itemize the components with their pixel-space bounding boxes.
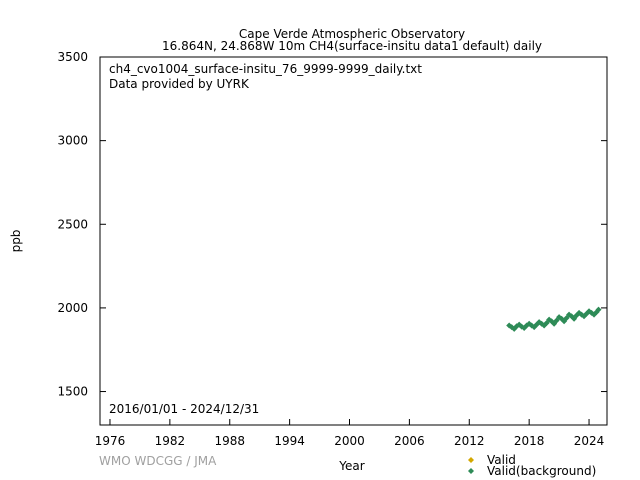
y-axis-label: ppb [9,230,23,253]
y-tick-label: 3500 [57,50,88,64]
x-tick-label: 1988 [214,434,245,448]
chart-subtitle: 16.864N, 24.868W 10m CH4(surface-insitu … [162,39,542,53]
y-axis: 1500 2000 2500 3000 3500 [57,50,607,399]
x-tick-label: 2006 [394,434,425,448]
x-axis: 1976 1982 1988 1994 2000 2006 2012 2018 2024 [95,419,605,448]
x-tick-label: 2000 [334,434,365,448]
chart-title: Cape Verde Atmospheric Observatory [239,27,465,41]
x-tick-label: 1982 [155,434,186,448]
legend-label-background: Valid(background) [487,464,596,478]
x-axis-label: Year [338,459,364,473]
period-annotation: 2016/01/01 - 2024/12/31 [109,402,259,416]
data-points [506,306,602,332]
legend-marker-background [468,468,474,474]
x-tick-label: 2018 [514,434,545,448]
x-tick-label: 2024 [574,434,605,448]
data-point [595,306,602,313]
file-annotation: ch4_cvo1004_surface-insitu_76_9999-9999_… [109,62,422,76]
plot-frame [99,56,608,426]
legend-marker-valid [468,457,474,463]
provider-annotation: Data provided by UYRK [109,77,250,91]
credit-text: WMO WDCGG / JMA [99,454,217,468]
y-tick-label: 2500 [57,217,88,231]
x-tick-label: 1976 [95,434,126,448]
data-point [506,322,513,329]
y-tick-label: 2000 [57,301,88,315]
x-tick-label: 2012 [454,434,485,448]
y-tick-label: 1500 [57,385,88,399]
legend-label-valid: Valid [487,453,516,467]
legend: Valid Valid(background) [468,453,596,478]
x-tick-label: 1994 [274,434,305,448]
y-tick-label: 3000 [57,134,88,148]
